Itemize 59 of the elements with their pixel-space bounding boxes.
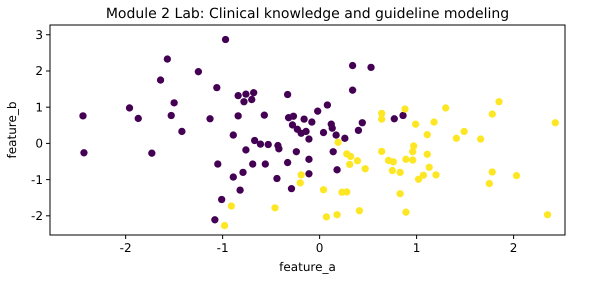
point: [552, 119, 559, 126]
point: [362, 165, 369, 172]
point: [298, 171, 305, 179]
x-tick-label: -1: [216, 241, 229, 255]
point: [354, 157, 362, 164]
point: [409, 156, 416, 164]
y-tick-label: -1: [31, 172, 43, 187]
point: [333, 211, 341, 218]
point: [322, 213, 330, 221]
point: [488, 110, 496, 118]
point: [343, 188, 350, 196]
x-tick-label: 2: [510, 241, 518, 255]
y-tick-label: 0: [35, 136, 43, 151]
point: [402, 156, 410, 163]
y-tick-label: -2: [31, 209, 43, 224]
chart-title: Module 2 Lab: Clinical knowledge and guideline modeling: [106, 6, 510, 22]
point: [512, 172, 520, 180]
point: [334, 138, 342, 146]
point: [390, 158, 397, 166]
point: [430, 118, 438, 126]
point: [424, 150, 431, 158]
point: [420, 172, 428, 179]
point: [396, 168, 404, 176]
point: [544, 211, 552, 218]
point: [378, 115, 386, 123]
y-tick-label: 3: [35, 28, 43, 42]
y-axis-title: feature_b: [5, 102, 19, 158]
point: [378, 148, 386, 156]
point: [414, 176, 422, 183]
x-tick-label: 1: [412, 241, 420, 255]
point: [426, 164, 433, 171]
point: [486, 180, 494, 188]
point: [320, 186, 328, 194]
point: [296, 179, 304, 187]
point: [396, 190, 404, 198]
point: [402, 208, 410, 216]
x-tick-label: 0: [316, 241, 324, 255]
point: [452, 134, 460, 142]
point: [388, 166, 396, 174]
point: [488, 168, 496, 176]
point: [356, 207, 364, 214]
point: [495, 98, 503, 106]
y-tick-label: 1: [35, 100, 43, 114]
point: [346, 160, 354, 168]
point: [271, 204, 279, 212]
point: [432, 171, 440, 179]
y-tick-label: 2: [35, 64, 43, 78]
x-axis-title: feature_a: [279, 260, 336, 274]
point: [442, 104, 450, 112]
point: [410, 142, 418, 150]
point: [220, 222, 228, 230]
point: [228, 202, 236, 210]
point: [460, 128, 468, 136]
point: [424, 131, 431, 138]
point: [412, 120, 420, 128]
x-tick-label: -2: [120, 241, 132, 255]
point: [347, 152, 354, 160]
point: [401, 105, 409, 113]
point: [476, 135, 484, 143]
